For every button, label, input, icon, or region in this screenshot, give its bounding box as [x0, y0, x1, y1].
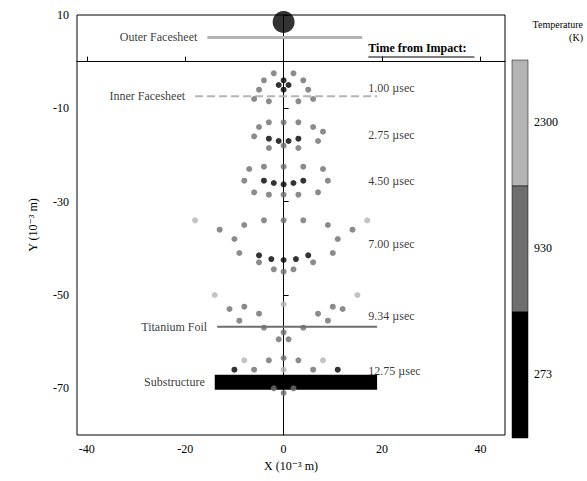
svg-text:2.75 µsec: 2.75 µsec — [368, 128, 414, 142]
svg-text:-50: -50 — [53, 288, 69, 302]
svg-text:-30: -30 — [53, 195, 69, 209]
svg-text:(K): (K) — [569, 32, 583, 44]
svg-text:2300: 2300 — [534, 115, 558, 129]
svg-text:7.00 µsec: 7.00 µsec — [368, 237, 414, 251]
svg-text:Inner Facesheet: Inner Facesheet — [109, 89, 185, 103]
svg-text:-40: -40 — [79, 442, 95, 456]
svg-text:930: 930 — [534, 241, 552, 255]
svg-text:Titanium Foil: Titanium Foil — [141, 320, 208, 334]
svg-text:12.75 µsec: 12.75 µsec — [368, 364, 420, 378]
svg-text:-70: -70 — [53, 381, 69, 395]
svg-text:273: 273 — [534, 367, 552, 381]
svg-text:Time from Impact:: Time from Impact: — [368, 41, 466, 55]
svg-text:Temperature: Temperature — [533, 19, 584, 30]
svg-text:X (10⁻³ m): X (10⁻³ m) — [264, 459, 318, 473]
svg-text:9.34 µsec: 9.34 µsec — [368, 309, 414, 323]
svg-text:-20: -20 — [177, 442, 193, 456]
svg-text:-10: -10 — [53, 101, 69, 115]
svg-text:40: 40 — [474, 442, 486, 456]
svg-text:10: 10 — [57, 8, 69, 22]
svg-text:20: 20 — [376, 442, 388, 456]
svg-text:Substructure: Substructure — [144, 375, 205, 389]
svg-text:Y (10⁻³ m): Y (10⁻³ m) — [26, 198, 40, 251]
svg-text:4.50 µsec: 4.50 µsec — [368, 174, 414, 188]
svg-text:Outer Facesheet: Outer Facesheet — [120, 30, 198, 44]
svg-text:1.00 µsec: 1.00 µsec — [368, 81, 414, 95]
svg-text:0: 0 — [281, 442, 287, 456]
